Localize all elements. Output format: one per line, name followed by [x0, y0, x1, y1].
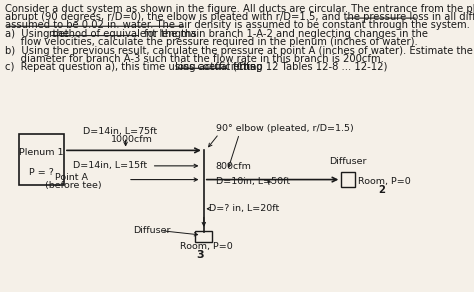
Text: a)  Using the: a) Using the [5, 29, 72, 39]
Text: abrupt (90 degrees, r/D=0), the elbow is pleated with r/D=1.5, and the pressure : abrupt (90 degrees, r/D=0), the elbow is… [5, 12, 474, 22]
Bar [195, 231, 212, 242]
Text: flow velocities, calculate the pressure required in the plenum (inches of water): flow velocities, calculate the pressure … [5, 37, 418, 47]
Text: method of equivalent lengths: method of equivalent lengths [49, 29, 196, 39]
Text: b)  Using the previous result, calculate the pressure at point A (inches of wate: b) Using the previous result, calculate … [5, 46, 473, 55]
Text: D=14in, L=75ft: D=14in, L=75ft [83, 127, 157, 136]
Text: c)  Repeat question a), this time using actual fitting: c) Repeat question a), this time using a… [5, 62, 265, 72]
Text: Room, P=0: Room, P=0 [180, 242, 233, 251]
Text: 1000cfm: 1000cfm [111, 135, 153, 144]
Text: D=14in, L=15ft: D=14in, L=15ft [73, 161, 147, 170]
Text: 3: 3 [197, 251, 204, 260]
Text: P = ?: P = ? [29, 168, 54, 177]
Text: for the main branch 1-A-2 and neglecting changes in the: for the main branch 1-A-2 and neglecting… [141, 29, 428, 39]
Text: Consider a duct system as shown in the figure. All ducts are circular. The entra: Consider a duct system as shown in the f… [5, 4, 474, 13]
Bar [19, 134, 64, 185]
Text: Plenum 1: Plenum 1 [19, 148, 64, 157]
Text: Room, P=0: Room, P=0 [358, 177, 410, 185]
Text: loss coefficients: loss coefficients [175, 62, 255, 72]
Text: diameter for branch A-3 such that the flow rate in this branch is 200cfm.: diameter for branch A-3 such that the fl… [5, 54, 383, 64]
Text: (before tee): (before tee) [45, 181, 101, 190]
Bar [341, 172, 355, 187]
Text: assumed to be 0.02 in. water. The air density is assumed to be constant through : assumed to be 0.02 in. water. The air de… [5, 20, 470, 30]
Text: 800cfm: 800cfm [216, 162, 252, 171]
Text: D=10in, L=50ft: D=10in, L=50ft [216, 177, 290, 186]
Text: Diffuser: Diffuser [329, 157, 367, 166]
Text: (Chap 12 Tables 12-8 ... 12-12): (Chap 12 Tables 12-8 ... 12-12) [230, 62, 387, 72]
Text: D=? in, L=20ft: D=? in, L=20ft [209, 204, 279, 213]
Text: 2: 2 [378, 185, 385, 195]
Text: Diffuser: Diffuser [133, 226, 170, 235]
Text: 90° elbow (pleated, r/D=1.5): 90° elbow (pleated, r/D=1.5) [216, 124, 354, 133]
Text: Point A: Point A [55, 173, 88, 182]
